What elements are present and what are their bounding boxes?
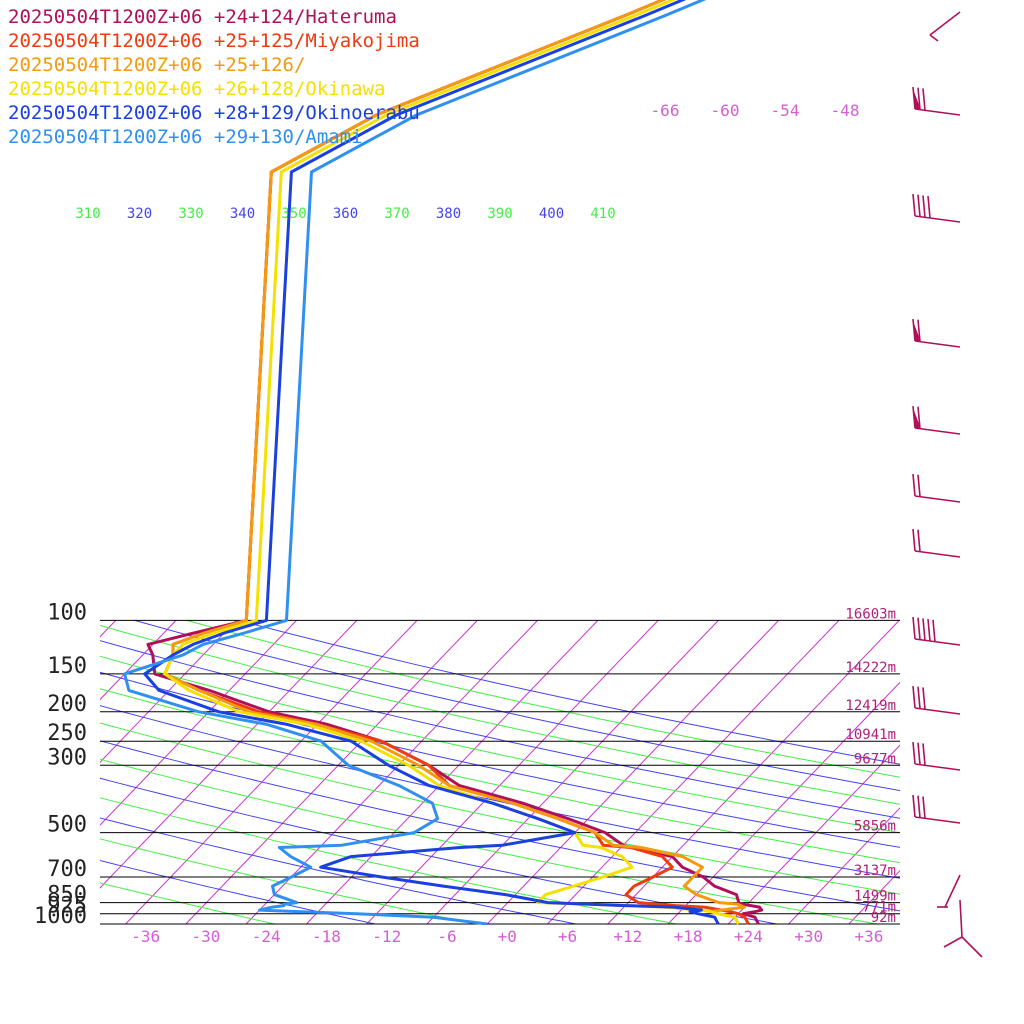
top-temperature-label: -60 — [711, 101, 740, 120]
wind-barb — [937, 874, 961, 908]
height-label: 3137m — [854, 863, 896, 879]
pressure-label: 100 — [47, 600, 87, 625]
wind-barb — [929, 11, 961, 42]
legend-entry: 20250504T1200Z+06 +26+128/Okinawa — [8, 78, 386, 100]
isentrope-label: 390 — [487, 206, 512, 222]
wind-barb — [912, 473, 961, 503]
wind-barb — [912, 741, 961, 771]
isentrope-line — [186, 619, 900, 778]
isotherm-line — [125, 620, 418, 925]
isentrope-label: 310 — [75, 206, 100, 222]
height-label: 16603m — [845, 606, 896, 622]
isotherm-line — [426, 620, 719, 925]
top-temperature-label: -66 — [651, 101, 680, 120]
profile-line — [146, 0, 764, 925]
pressure-label: 250 — [47, 721, 87, 746]
temperature-tick-label: -6 — [437, 927, 456, 946]
legend-entry: 20250504T1200Z+06 +25+126/ — [8, 54, 305, 76]
wind-barb — [943, 899, 983, 958]
temperature-tick-label: +24 — [734, 927, 763, 946]
isotherm-line — [100, 620, 237, 764]
height-label: 9677m — [854, 751, 896, 767]
temperature-tick-label: +36 — [854, 927, 883, 946]
isentrope-label: 330 — [178, 206, 203, 222]
isotherm-line — [607, 620, 900, 925]
profile-line — [163, 0, 746, 925]
wind-barb — [912, 193, 961, 223]
wind-barb — [912, 405, 961, 435]
top-temperature-label: -54 — [771, 101, 800, 120]
height-label: 12419m — [845, 698, 896, 714]
isentrope-label: 370 — [384, 206, 409, 222]
isotherm-line — [306, 620, 599, 925]
isotherm-line — [667, 681, 900, 925]
isotherm-line — [185, 620, 478, 925]
isotherm-line — [909, 620, 1024, 924]
wind-barb — [912, 318, 961, 348]
isotherm-line — [100, 620, 358, 889]
isotherm-line — [100, 620, 177, 701]
isentrope-label: 350 — [281, 206, 306, 222]
pressure-label: 1000 — [34, 904, 87, 929]
pressure-label: 300 — [47, 745, 87, 770]
temperature-tick-label: -18 — [312, 927, 341, 946]
pressure-label: 700 — [47, 857, 87, 882]
isentrope-labels: 310 320 330 340 350 360 370 380 390 400 410 — [75, 206, 615, 222]
wind-barb — [912, 794, 961, 824]
isotherm-line — [788, 807, 900, 925]
wind-barb — [912, 86, 961, 116]
temperature-tick-label: -24 — [252, 927, 281, 946]
temperature-tick-label: +6 — [558, 927, 577, 946]
wind-barb — [912, 685, 961, 715]
temperature-tick-label: +12 — [613, 927, 642, 946]
temperature-tick-label: +0 — [498, 927, 517, 946]
temperature-tick-label: +18 — [674, 927, 703, 946]
isotherm-line — [547, 620, 840, 925]
isentrope-label: 320 — [127, 206, 152, 222]
isentrope-label: 340 — [230, 206, 255, 222]
isotherm-line — [486, 620, 780, 925]
wind-barb — [912, 616, 961, 646]
temperature-tick-label: -30 — [191, 927, 220, 946]
pressure-label: 200 — [47, 692, 87, 717]
isentrope-label: 360 — [333, 206, 358, 222]
top-temperature-labels: -66 -60 -54 -48 — [651, 101, 860, 120]
isentrope-line — [100, 797, 677, 925]
profile-line — [143, 0, 720, 925]
pressure-label: 850 — [47, 883, 87, 908]
isotherm-line — [969, 620, 1024, 924]
profile-line — [123, 0, 707, 925]
isotherm-line — [848, 869, 900, 925]
wind-barb — [912, 528, 961, 558]
legend-entry: 20250504T1200Z+06 +24+124/Hateruma — [8, 6, 397, 28]
isentrope-label: 380 — [436, 206, 461, 222]
temperature-tick-label: -12 — [372, 927, 401, 946]
pressure-lines: 100 16603m 150 14222m 200 12419m 250 10941m 300 9… — [34, 600, 900, 929]
pressure-label: 925 — [47, 894, 87, 919]
height-label: 1499m — [854, 889, 896, 905]
isentrope-line — [100, 882, 275, 925]
legend-entry: 20250504T1200Z+06 +28+129/Okinoerabu — [8, 102, 420, 124]
height-label: 5856m — [854, 819, 896, 835]
temperature-tick-labels: -36 -30 -24 -18 -12 -6 +0 +6 +12 +18 +24 +30 +36 — [131, 927, 883, 946]
legend: 20250504T1200Z+06 +24+124/Hateruma202505… — [8, 6, 420, 148]
isentrope-label: 410 — [590, 206, 615, 222]
height-label: 92m — [871, 910, 896, 926]
temperature-profiles — [123, 0, 764, 925]
legend-entry: 20250504T1200Z+06 +25+125/Miyakojima — [8, 30, 420, 52]
temperature-tick-label: +30 — [794, 927, 823, 946]
wind-barbs — [912, 11, 983, 958]
pressure-label: 150 — [47, 654, 87, 679]
height-label: 771m — [862, 900, 896, 916]
height-label: 10941m — [845, 727, 896, 743]
pressure-label: 500 — [47, 813, 87, 838]
legend-entry: 20250504T1200Z+06 +29+130/Amami — [8, 126, 363, 148]
top-temperature-label: -48 — [831, 101, 860, 120]
isentrope-label: 400 — [539, 206, 564, 222]
isotherm-line — [245, 620, 538, 925]
temperature-tick-label: -36 — [131, 927, 160, 946]
height-label: 14222m — [845, 660, 896, 676]
